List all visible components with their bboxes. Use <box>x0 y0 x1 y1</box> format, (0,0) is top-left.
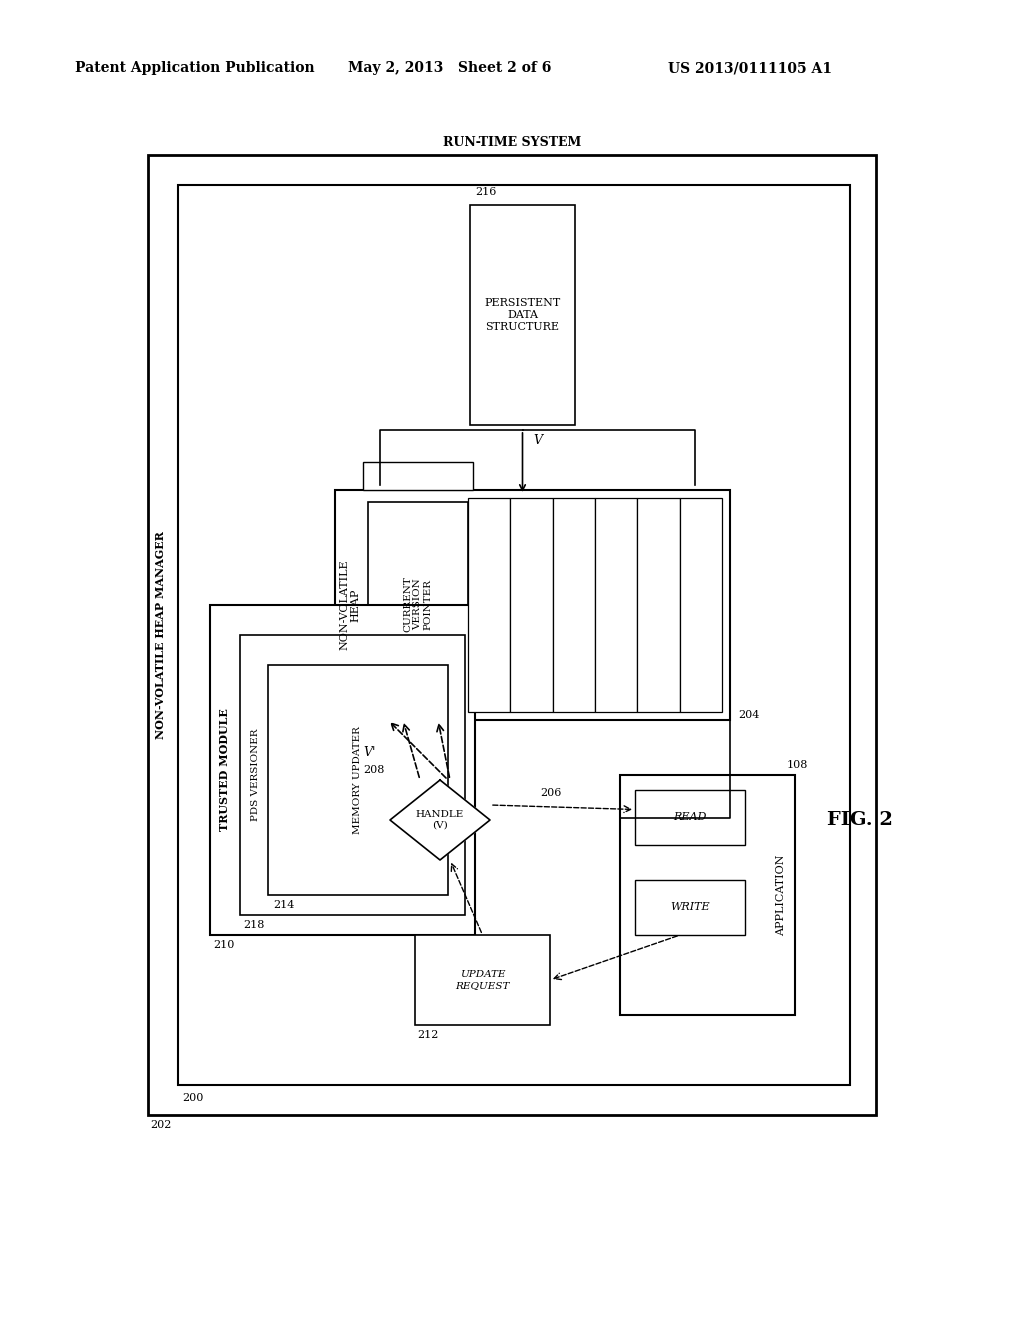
Text: US 2013/0111105 A1: US 2013/0111105 A1 <box>668 61 831 75</box>
Text: 212: 212 <box>417 1030 438 1040</box>
Text: CURRENT
VERSION
POINTER: CURRENT VERSION POINTER <box>403 577 433 632</box>
Text: 202: 202 <box>150 1119 171 1130</box>
Bar <box>240 635 465 915</box>
Text: Patent Application Publication: Patent Application Publication <box>75 61 314 75</box>
Bar <box>680 498 722 711</box>
Text: PDS VERSIONER: PDS VERSIONER <box>252 729 260 821</box>
Bar <box>268 665 449 895</box>
Bar <box>637 498 680 711</box>
Bar <box>415 935 550 1026</box>
Bar <box>148 154 876 1115</box>
Text: NON-VOLATILE
HEAP: NON-VOLATILE HEAP <box>339 560 360 651</box>
Bar <box>335 490 730 719</box>
Text: 214: 214 <box>273 900 294 909</box>
Text: May 2, 2013   Sheet 2 of 6: May 2, 2013 Sheet 2 of 6 <box>348 61 552 75</box>
Text: APPLICATION: APPLICATION <box>776 854 786 936</box>
Text: HANDLE
(V): HANDLE (V) <box>416 810 464 830</box>
Text: FIG. 2: FIG. 2 <box>827 810 893 829</box>
Bar <box>635 880 745 935</box>
Text: MEMORY UPDATER: MEMORY UPDATER <box>353 726 362 834</box>
Bar <box>468 498 510 711</box>
Bar <box>470 205 575 425</box>
Text: 210: 210 <box>213 940 234 950</box>
Bar <box>178 185 850 1085</box>
Bar <box>368 502 468 708</box>
Text: 218: 218 <box>243 920 264 931</box>
Text: READ: READ <box>674 813 707 822</box>
Bar <box>510 498 553 711</box>
Text: 108: 108 <box>787 760 808 770</box>
Bar <box>595 498 637 711</box>
Text: RUN-TIME SYSTEM: RUN-TIME SYSTEM <box>442 136 582 149</box>
Text: 204: 204 <box>738 710 760 719</box>
Bar <box>553 498 595 711</box>
Polygon shape <box>390 780 490 861</box>
Bar <box>362 462 473 490</box>
Text: 206: 206 <box>540 788 561 799</box>
Text: WRITE: WRITE <box>670 903 710 912</box>
Bar <box>620 775 795 1015</box>
Text: TRUSTED MODULE: TRUSTED MODULE <box>218 709 229 832</box>
Text: PERSISTENT
DATA
STRUCTURE: PERSISTENT DATA STRUCTURE <box>484 298 560 331</box>
Text: NON-VOLATILE HEAP MANAGER: NON-VOLATILE HEAP MANAGER <box>155 531 166 739</box>
Bar <box>210 605 475 935</box>
Text: UPDATE
REQUEST: UPDATE REQUEST <box>456 970 510 990</box>
Text: V: V <box>534 433 542 446</box>
Bar <box>635 789 745 845</box>
Text: 200: 200 <box>182 1093 204 1104</box>
Text: 216: 216 <box>475 187 497 197</box>
Text: 208: 208 <box>364 766 385 775</box>
Text: V': V' <box>364 747 376 759</box>
